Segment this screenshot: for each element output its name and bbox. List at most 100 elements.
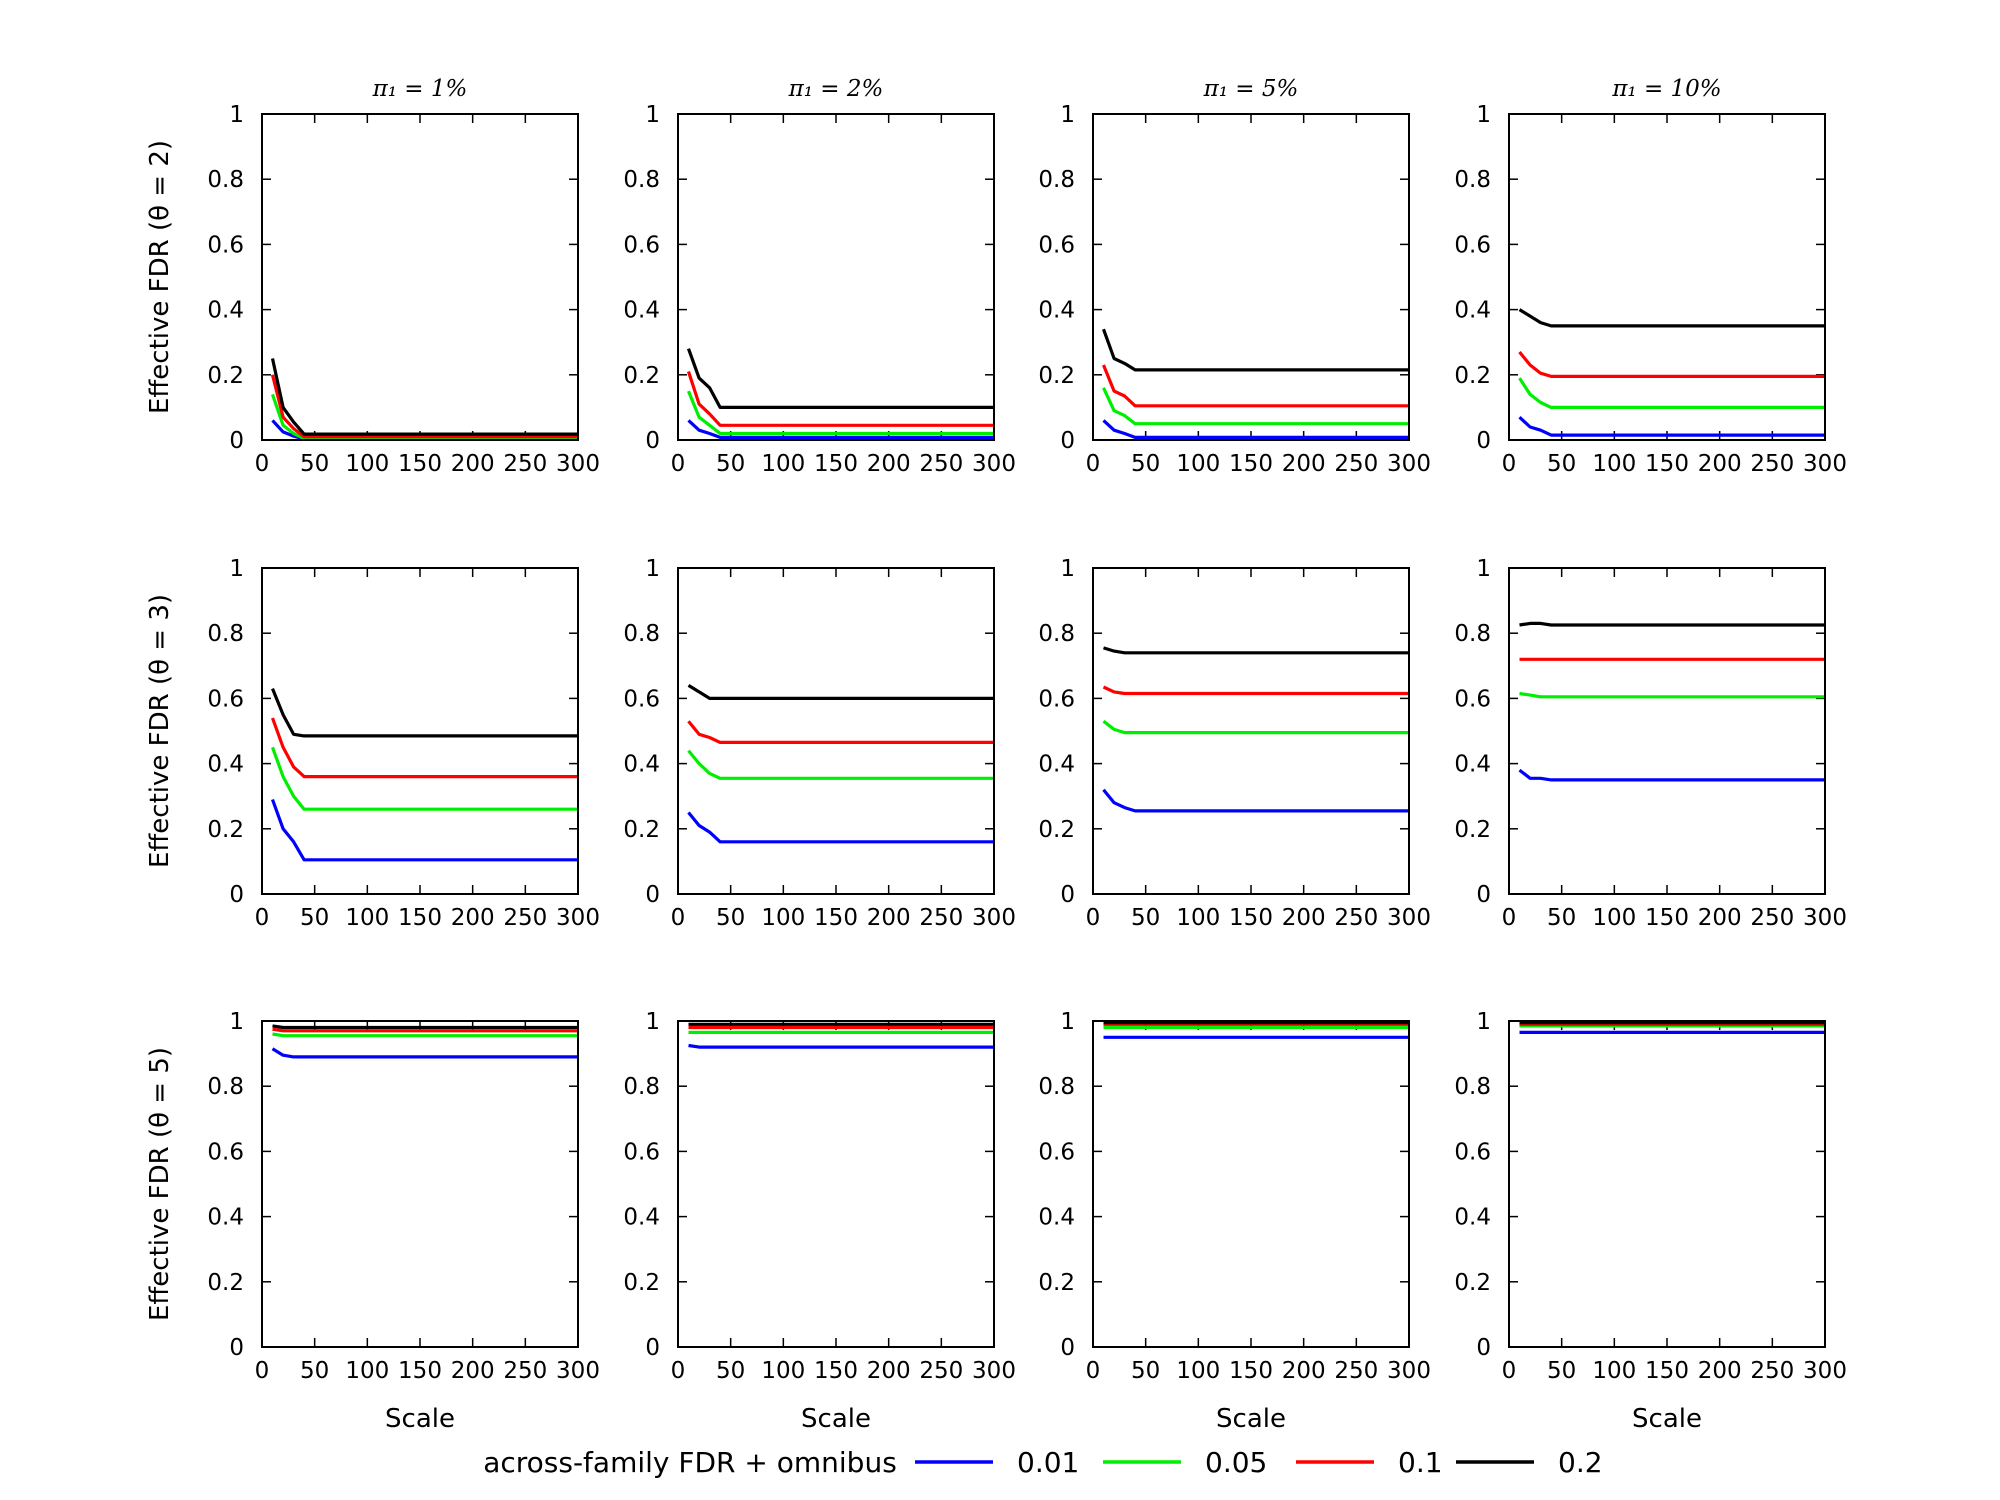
x-tick-label: 300 <box>556 905 600 931</box>
x-tick-label: 200 <box>1282 1358 1326 1384</box>
x-tick-label: 200 <box>867 1358 911 1384</box>
panel: 0 0.2 0.4 0.6 0.8 1 0 50 100 150 200 250 300 <box>1038 556 1431 931</box>
x-tick-label: 300 <box>972 905 1016 931</box>
x-tick-label: 200 <box>1282 451 1326 477</box>
series-line-0.2 <box>272 1024 578 1030</box>
series-line-0.05 <box>1518 377 1825 409</box>
legend-entries: 0.01 0.05 0.1 0.2 <box>915 1446 1603 1479</box>
plot-frame <box>677 1020 995 1348</box>
x-tick-label: 100 <box>761 1358 805 1384</box>
y-tick-label: 0.8 <box>207 167 244 193</box>
x-tick-label: 150 <box>1229 905 1273 931</box>
y-tick-label: 1 <box>645 1009 660 1035</box>
series-line-0.01 <box>1518 416 1825 437</box>
y-tick-label: 0.6 <box>1038 232 1075 258</box>
x-tick-label: 250 <box>1334 451 1378 477</box>
y-tick-label: 0.4 <box>1454 298 1491 324</box>
x-tick-label: 150 <box>398 905 442 931</box>
plot-frame <box>677 567 995 895</box>
series-line-0.05 <box>270 393 578 440</box>
x-tick-label: 250 <box>1750 1358 1794 1384</box>
x-tick-label: 300 <box>1387 1358 1431 1384</box>
y-tick-label: 0.4 <box>1454 752 1491 778</box>
x-tick-label: 100 <box>1592 905 1636 931</box>
y-tick-label: 0.2 <box>1038 817 1075 843</box>
x-tick-label: 250 <box>1334 905 1378 931</box>
panel: 0 0.2 0.4 0.6 0.8 1 0 50 100 150 200 250 300 <box>207 102 600 477</box>
series-line-0.1 <box>1102 364 1409 408</box>
x-tick-label: 300 <box>1803 1358 1847 1384</box>
y-tick-label: 0.4 <box>623 298 660 324</box>
y-tick-label: 1 <box>1476 102 1491 128</box>
plot-frame <box>1092 113 1410 441</box>
series-line-0.01 <box>687 811 994 844</box>
x-tick-label: 0 <box>1086 1358 1101 1384</box>
y-tick-label: 0 <box>1060 1335 1075 1361</box>
y-tick-label: 1 <box>645 556 660 582</box>
y-tick-label: 0.4 <box>207 1205 244 1231</box>
x-tick-label: 50 <box>716 451 745 477</box>
y-tick-label: 0 <box>1060 882 1075 908</box>
x-tick-label: 300 <box>1803 905 1847 931</box>
y-tick-label: 0.6 <box>207 232 244 258</box>
x-tick-label: 200 <box>451 905 495 931</box>
x-tick-label: 0 <box>1502 1358 1517 1384</box>
legend-label: 0.2 <box>1558 1446 1603 1479</box>
x-tick-label: 250 <box>503 1358 547 1384</box>
x-tick-label: 0 <box>1502 451 1517 477</box>
series-line-0.1 <box>270 374 578 439</box>
legend-label: 0.01 <box>1017 1446 1079 1479</box>
x-tick-label: 50 <box>1131 1358 1160 1384</box>
series-line-0.1 <box>270 717 578 779</box>
x-axis-label: Scale <box>385 1404 455 1434</box>
y-tick-label: 0.2 <box>1038 363 1075 389</box>
x-tick-label: 300 <box>972 1358 1016 1384</box>
series-line-0.1 <box>272 1027 578 1033</box>
x-tick-label: 250 <box>1750 905 1794 931</box>
series-line-0.05 <box>272 1032 578 1038</box>
legend-label: 0.1 <box>1398 1446 1443 1479</box>
y-tick-label: 0.2 <box>623 817 660 843</box>
x-tick-label: 50 <box>1547 1358 1576 1384</box>
x-tick-label: 50 <box>1547 451 1576 477</box>
x-tick-label: 0 <box>255 1358 270 1384</box>
panel: 0 0.2 0.4 0.6 0.8 1 0 50 100 150 200 250 300 <box>623 102 1016 477</box>
y-tick-label: 0.8 <box>1038 1074 1075 1100</box>
series-line-0.2 <box>270 358 578 436</box>
x-tick-label: 150 <box>1645 905 1689 931</box>
series-line-0.2 <box>687 684 994 701</box>
series-line-0.2 <box>1103 646 1409 655</box>
series-line-0.01 <box>270 798 578 862</box>
row-label: Effective FDR (θ = 2) <box>145 140 175 414</box>
y-tick-label: 0.8 <box>1454 167 1491 193</box>
series-line-0.2 <box>1519 621 1825 627</box>
plot-frame <box>677 113 995 441</box>
y-tick-label: 0.6 <box>623 232 660 258</box>
y-tick-label: 0.4 <box>207 752 244 778</box>
legend: across-family FDR + omnibus 0.01 0.05 0.1 0… <box>483 1446 1602 1479</box>
x-tick-label: 50 <box>300 905 329 931</box>
y-tick-label: 1 <box>1060 102 1075 128</box>
y-tick-label: 0.4 <box>623 752 660 778</box>
plot-frame <box>1508 1020 1826 1348</box>
x-tick-label: 250 <box>919 451 963 477</box>
x-tick-label: 200 <box>1698 451 1742 477</box>
y-tick-label: 0 <box>229 1335 244 1361</box>
series-line-0.01 <box>688 1043 994 1049</box>
y-tick-label: 0.8 <box>207 621 244 647</box>
x-tick-label: 200 <box>451 1358 495 1384</box>
x-tick-label: 300 <box>1803 451 1847 477</box>
y-tick-label: 0.2 <box>623 1270 660 1296</box>
y-tick-label: 1 <box>1060 1009 1075 1035</box>
series-line-0.1 <box>687 720 994 745</box>
y-tick-label: 0.4 <box>1454 1205 1491 1231</box>
series-line-0.2 <box>1518 308 1825 328</box>
x-tick-label: 150 <box>814 905 858 931</box>
y-tick-label: 0.8 <box>623 621 660 647</box>
y-tick-label: 0.6 <box>207 686 244 712</box>
y-tick-label: 0.6 <box>623 1139 660 1165</box>
x-tick-label: 200 <box>1698 905 1742 931</box>
x-tick-label: 200 <box>1282 905 1326 931</box>
y-tick-label: 0.6 <box>1454 232 1491 258</box>
